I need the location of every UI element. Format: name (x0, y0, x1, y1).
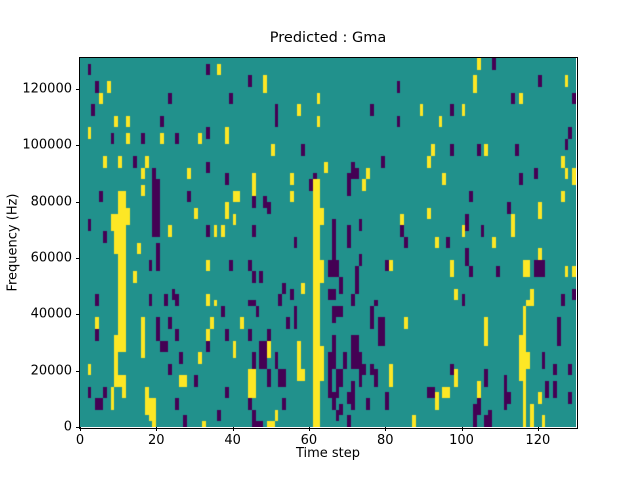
x-tick-mark (80, 427, 81, 431)
y-tick-label: 40000 (30, 306, 72, 322)
x-tick-mark (461, 427, 463, 431)
x-tick-label: 20 (148, 433, 165, 448)
y-tick-label: 60000 (30, 250, 72, 266)
y-axis-label: Frequency (Hz) (5, 193, 21, 292)
y-tick-label: 0 (63, 419, 72, 435)
x-tick-mark (156, 427, 158, 431)
x-tick-label: 0 (75, 433, 85, 448)
x-tick-label: 120 (525, 433, 551, 448)
y-tick-mark (76, 370, 80, 372)
y-tick-label: 100000 (22, 137, 72, 153)
chart-title: Predicted : Gma (269, 30, 387, 46)
x-tick-label: 100 (449, 433, 474, 448)
y-tick-mark (76, 201, 80, 203)
x-tick-label: 40 (224, 433, 241, 448)
x-tick-mark (308, 427, 310, 431)
x-tick-mark (537, 427, 539, 431)
y-tick-mark (76, 258, 80, 260)
x-tick-label: 60 (300, 433, 318, 448)
y-tick-mark (76, 314, 80, 316)
y-tick-label: 20000 (30, 363, 72, 379)
x-tick-mark (232, 427, 234, 431)
y-tick-mark (76, 89, 80, 91)
y-tick-label: 80000 (30, 194, 72, 210)
x-axis-label: Time step (295, 446, 361, 461)
x-tick-mark (385, 427, 387, 431)
y-tick-mark (76, 427, 80, 428)
x-tick-label: 80 (376, 433, 394, 448)
y-tick-mark (76, 145, 80, 147)
heatmap-image (80, 58, 576, 427)
y-tick-label: 120000 (22, 81, 72, 97)
